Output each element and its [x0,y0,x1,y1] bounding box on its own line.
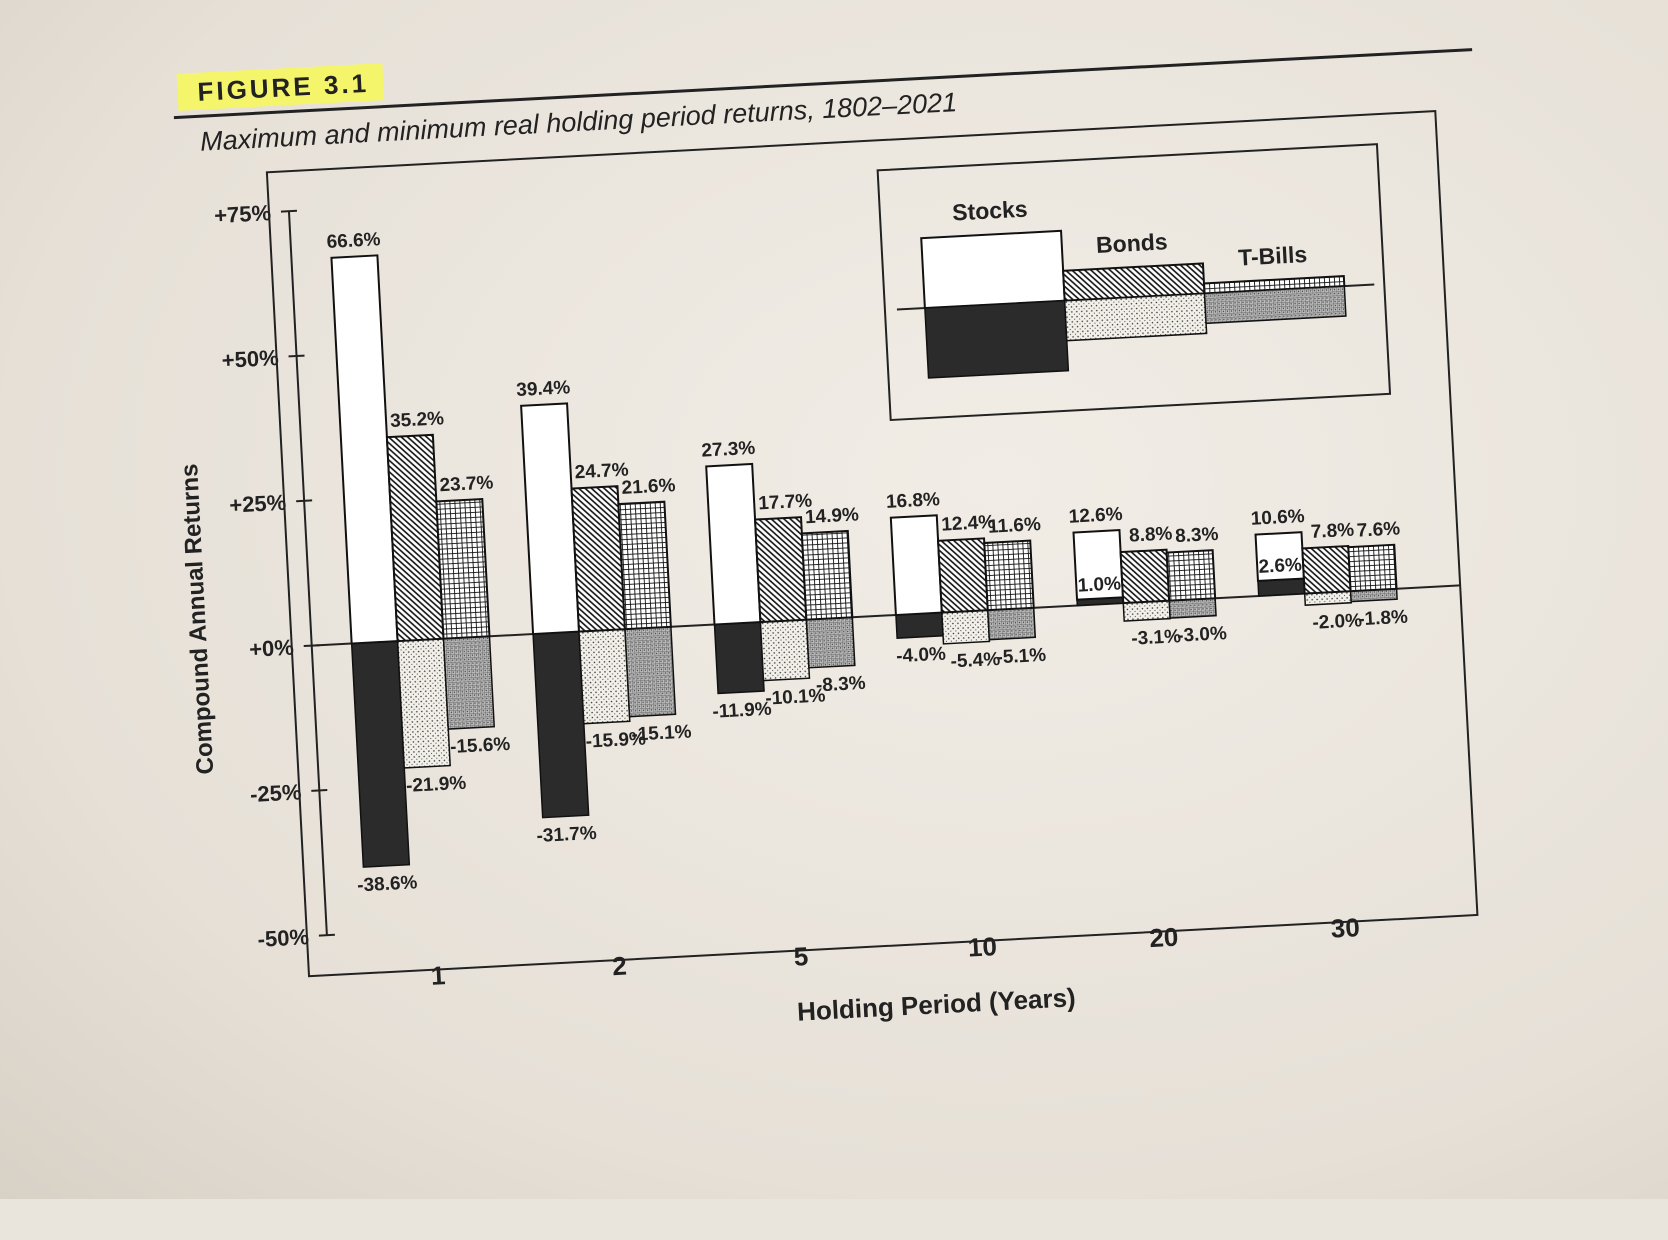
chart-data-labels: 66.6% -38.6% 35.2% -21.9% 23.7% -15.6% 39.4% -3… [326,229,1409,896]
bar-max [705,462,762,626]
data-label-max: 39.4% [516,377,571,401]
data-label-max: 21.6% [621,475,676,499]
data-label-max: 66.6% [326,229,381,253]
bar-min [759,618,811,682]
bar-max [889,514,943,617]
data-label-min: -3.0% [1177,623,1228,647]
data-label-min: -2.0% [1312,610,1363,634]
legend-swatch-min [1203,285,1347,325]
data-label-min: -11.9% [712,699,772,723]
data-label-max: 10.6% [1250,506,1305,530]
y-tick-label: +50% [221,345,279,373]
data-label-min: -31.7% [536,823,597,847]
y-tick-mark [318,933,335,937]
data-label-min: -4.0% [896,644,947,668]
data-label-max: 8.3% [1175,524,1219,547]
data-label-min: -5.1% [996,645,1047,669]
legend-swatch-min [1063,292,1208,342]
data-label-max: 7.6% [1356,518,1400,541]
chart-bars [330,254,1398,868]
data-label-max: 12.4% [941,512,996,536]
bar-max [570,485,627,633]
bar-min [1122,599,1171,622]
bar-min [442,635,495,730]
y-axis-line [287,211,328,936]
plot-frame [265,110,1479,978]
x-tick-label: 1 [430,960,446,991]
bar-max [1301,544,1352,595]
data-label-max: 7.8% [1310,520,1354,543]
data-label-min: -10.1% [765,685,826,709]
bar-min [805,616,856,669]
data-label-max: 8.8% [1129,523,1173,546]
x-tick-label: 5 [793,941,809,972]
x-tick-label: 2 [612,951,628,982]
bar-min [713,621,765,695]
y-tick-mark [296,499,313,503]
data-label-min: -8.3% [815,673,866,697]
data-label-max: 23.7% [439,472,494,496]
data-label-min: -38.6% [357,872,418,896]
x-tick-label: 10 [967,931,997,962]
bar-max [1347,543,1398,593]
y-tick-label: -25% [249,779,302,807]
bar-max [983,539,1035,612]
bar-max [1119,548,1171,605]
data-label-min: 1.0% [1077,573,1121,596]
y-tick-label: +25% [229,490,287,518]
bar-max [800,529,854,621]
data-label-min: -3.1% [1131,626,1182,650]
y-axis-title: Compound Annual Returns [176,463,219,775]
bar-min [396,637,451,769]
data-label-max: 11.6% [987,514,1041,538]
book-page: FIGURE 3.1 Maximum and minimum real hold… [0,0,1668,1199]
x-tick-label: 20 [1149,922,1179,953]
bar-max [617,500,672,631]
legend-label: T-Bills [1237,241,1307,271]
bar-max [937,537,989,614]
data-label-min: -15.9% [585,728,646,752]
legend-swatch-min [924,299,1070,379]
x-tick-label: 30 [1330,912,1360,943]
data-label-min: -15.6% [450,734,511,758]
y-tick-mark [311,789,328,792]
y-tick-mark [280,209,297,213]
legend-swatch-max [920,229,1066,310]
y-tick-mark [288,354,305,358]
bar-max [385,433,445,643]
bar-max [1165,549,1217,602]
y-tick-label: +0% [249,635,295,662]
data-label-min: -21.9% [406,773,467,797]
data-label-max: 16.8% [886,489,941,513]
x-axis-title: Holding Period (Years) [796,982,1076,1027]
data-label-max: 14.9% [805,504,860,528]
data-label-max: 35.2% [390,408,445,432]
data-label-min: -5.4% [950,649,1001,673]
bar-max [520,402,581,636]
bar-max [754,516,808,624]
legend-label: Bonds [1095,228,1168,258]
y-tick-mark [303,644,320,648]
legend-box [876,143,1392,422]
data-label-min: -1.8% [1358,607,1409,631]
data-label-max: 17.7% [758,491,813,515]
bar-min [895,611,944,639]
chart-legend: Stocks Bonds T-Bills [876,143,1392,422]
legend-label: Stocks [952,196,1029,226]
data-label-max: 27.3% [701,438,756,462]
data-label-max: 24.7% [574,460,629,484]
bar-min [624,626,677,718]
data-label-min: -15.1% [631,721,692,745]
data-label-min: 2.6% [1258,555,1302,578]
data-label-max: 12.6% [1068,504,1123,528]
bar-max [435,497,491,640]
bar-min [578,628,631,725]
bar-min [987,606,1037,641]
chart-axes: +75% +50% +25% +0% -25% -50% Compound Annual R… [176,110,1479,1027]
y-tick-label: -50% [257,924,310,952]
bar-min [941,609,991,645]
y-tick-label: +75% [214,200,272,228]
